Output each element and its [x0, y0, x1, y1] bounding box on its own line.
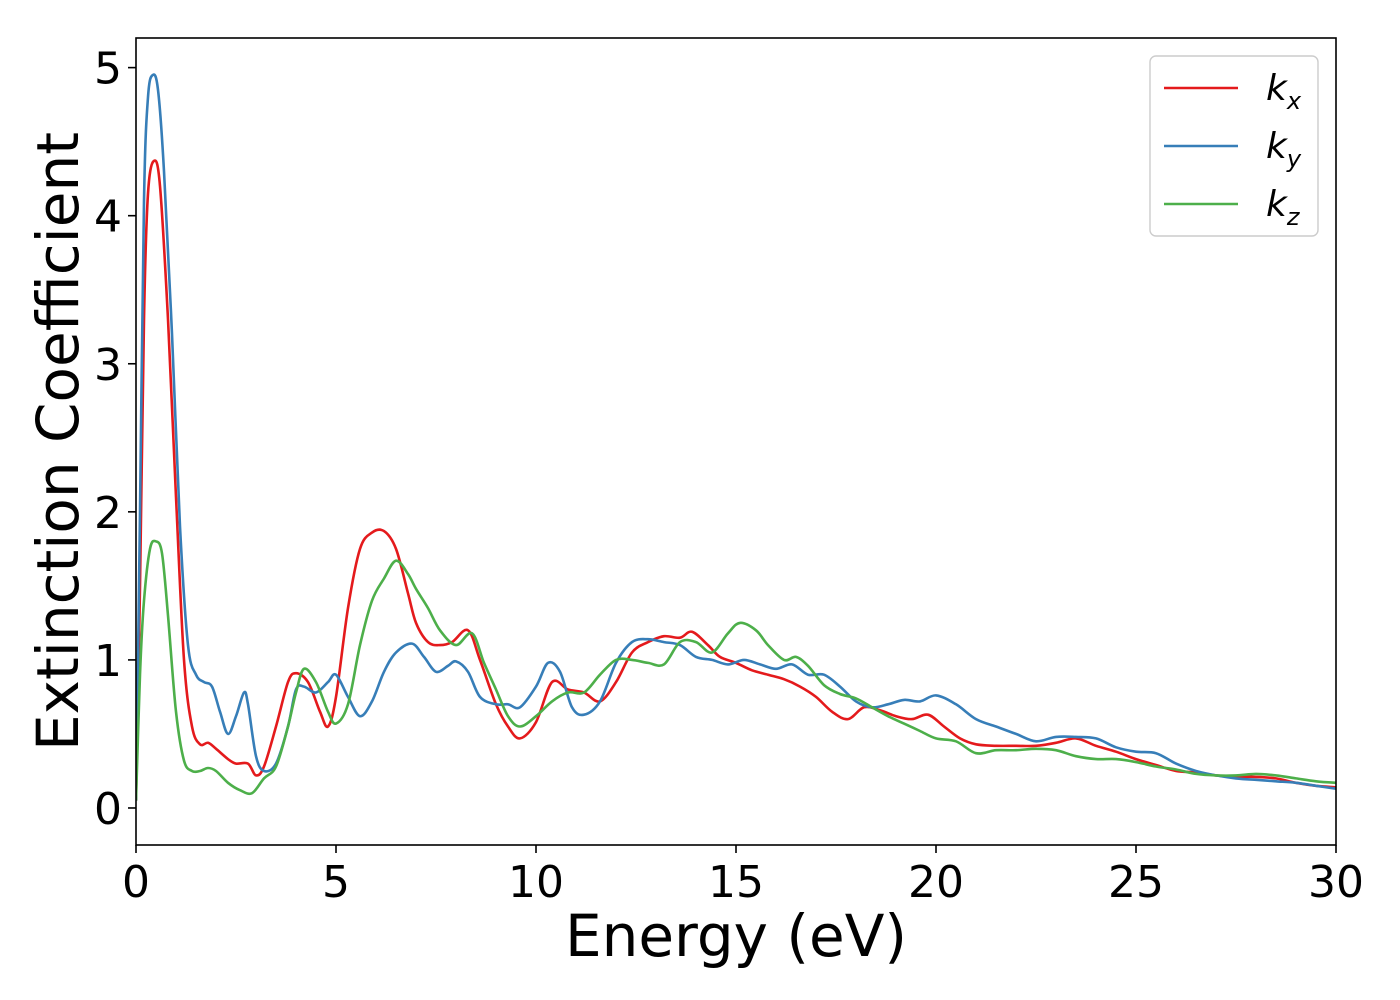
series-line-ky — [136, 73, 1336, 801]
x-tick-label: 0 — [122, 857, 150, 908]
y-tick-label: 1 — [94, 636, 122, 687]
plot-area — [136, 73, 1336, 801]
y-tick-label: 5 — [94, 44, 122, 95]
y-axis-label: Extinction Coefficient — [24, 132, 92, 751]
series-line-kz — [136, 539, 1336, 801]
legend-label: kz — [1266, 184, 1301, 231]
y-tick-label: 3 — [94, 340, 122, 391]
x-tick-label: 15 — [708, 857, 764, 908]
legend-label: kx — [1266, 68, 1302, 115]
x-tick-label: 10 — [508, 857, 564, 908]
y-tick-label: 2 — [94, 488, 122, 539]
y-tick-label: 0 — [94, 784, 122, 835]
x-tick-label: 25 — [1108, 857, 1164, 908]
x-tick-label: 30 — [1308, 857, 1364, 908]
y-tick-label: 4 — [94, 192, 122, 243]
series-line-kx — [136, 159, 1336, 801]
legend: kx ky kz — [1149, 55, 1319, 237]
y-axis: 0 1 2 3 4 5 — [94, 44, 136, 835]
x-tick-label: 5 — [322, 857, 350, 908]
legend-label: ky — [1266, 126, 1302, 173]
x-tick-label: 20 — [908, 857, 964, 908]
x-axis: 0 5 10 15 20 25 30 — [122, 845, 1364, 908]
x-axis-label: Energy (eV) — [565, 902, 907, 970]
